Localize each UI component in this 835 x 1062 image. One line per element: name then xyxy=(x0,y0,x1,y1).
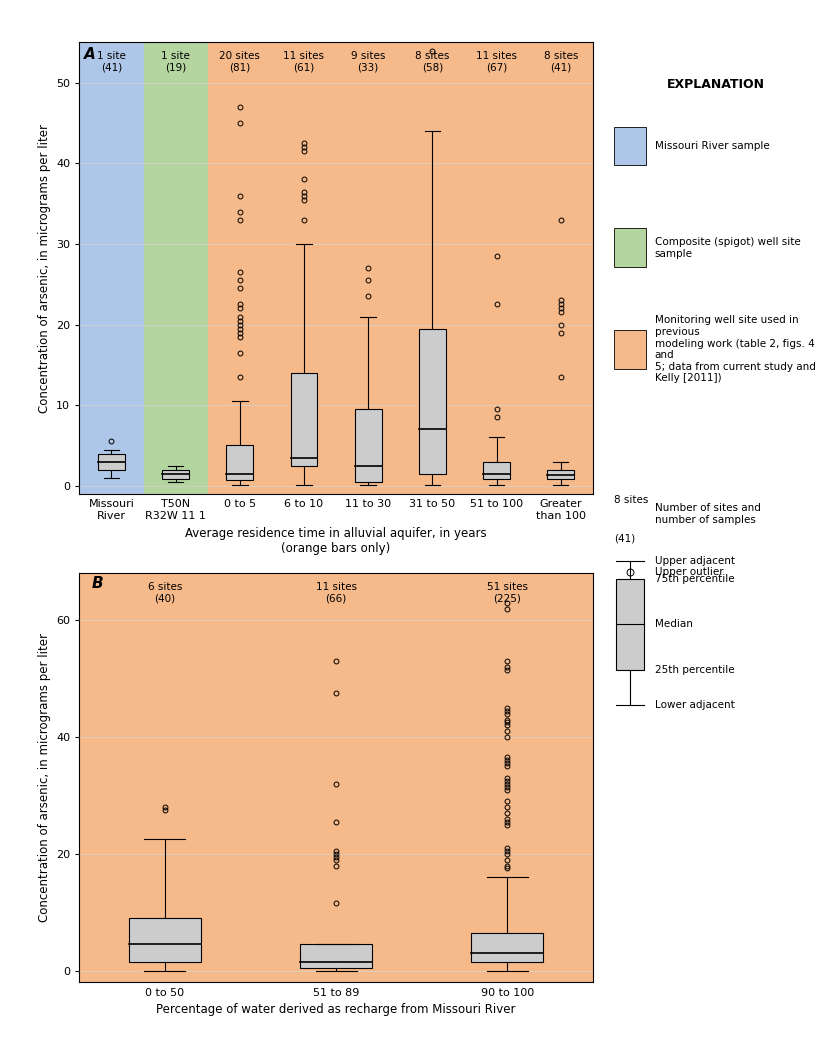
Bar xyxy=(336,42,400,494)
Text: 25th percentile: 25th percentile xyxy=(655,665,734,675)
Text: 11 sites
(61): 11 sites (61) xyxy=(284,51,325,72)
Text: Upper adjacent: Upper adjacent xyxy=(655,556,735,566)
Text: 8 sites: 8 sites xyxy=(614,495,648,504)
Bar xyxy=(208,42,272,494)
Bar xyxy=(422,573,593,982)
Text: 75th percentile: 75th percentile xyxy=(655,573,734,584)
X-axis label: Average residence time in alluvial aquifer, in years
(orange bars only): Average residence time in alluvial aquif… xyxy=(185,527,487,554)
FancyBboxPatch shape xyxy=(614,228,646,267)
Text: Monitoring well site used in previous
modeling work (table 2, figs. 4 and
5; dat: Monitoring well site used in previous mo… xyxy=(655,315,816,383)
Text: A: A xyxy=(84,47,95,62)
Text: Missouri River sample: Missouri River sample xyxy=(655,141,769,151)
Bar xyxy=(529,42,593,494)
Text: 8 sites
(41): 8 sites (41) xyxy=(544,51,578,72)
Bar xyxy=(129,918,201,962)
Bar xyxy=(419,328,446,474)
Text: 20 sites
(81): 20 sites (81) xyxy=(220,51,261,72)
Bar xyxy=(291,373,317,465)
FancyBboxPatch shape xyxy=(614,330,646,369)
Text: (41): (41) xyxy=(614,533,635,544)
Text: Upper outlier: Upper outlier xyxy=(655,567,723,577)
Text: EXPLANATION: EXPLANATION xyxy=(667,78,765,90)
Text: 9 sites
(33): 9 sites (33) xyxy=(351,51,386,72)
Text: 51 sites
(225): 51 sites (225) xyxy=(487,582,528,604)
Text: Median: Median xyxy=(655,619,692,630)
Bar xyxy=(226,445,253,480)
Bar xyxy=(79,573,250,982)
Bar xyxy=(272,42,336,494)
Text: B: B xyxy=(91,577,103,592)
Bar xyxy=(483,462,510,479)
Text: 1 site
(41): 1 site (41) xyxy=(97,51,126,72)
X-axis label: Percentage of water derived as recharge from Missouri River: Percentage of water derived as recharge … xyxy=(156,1004,516,1016)
Bar xyxy=(464,42,529,494)
Text: 11 sites
(66): 11 sites (66) xyxy=(316,582,357,604)
Text: 1 site
(19): 1 site (19) xyxy=(161,51,190,72)
FancyBboxPatch shape xyxy=(615,579,645,670)
Text: Number of sites and
number of samples: Number of sites and number of samples xyxy=(655,503,761,525)
Bar xyxy=(547,469,574,479)
Text: 6 sites
(40): 6 sites (40) xyxy=(148,582,182,604)
FancyBboxPatch shape xyxy=(614,126,646,166)
Bar xyxy=(79,42,144,494)
Bar xyxy=(355,409,382,482)
Text: Composite (spigot) well site sample: Composite (spigot) well site sample xyxy=(655,237,801,258)
Bar xyxy=(98,453,125,469)
Text: 8 sites
(58): 8 sites (58) xyxy=(415,51,449,72)
Text: Lower adjacent: Lower adjacent xyxy=(655,700,735,710)
Y-axis label: Concentration of arsenic, in micrograms per liter: Concentration of arsenic, in micrograms … xyxy=(38,123,51,413)
Bar xyxy=(250,573,422,982)
Text: 11 sites
(67): 11 sites (67) xyxy=(476,51,517,72)
Bar xyxy=(144,42,208,494)
Bar xyxy=(471,932,544,962)
Bar xyxy=(300,944,372,967)
Y-axis label: Concentration of arsenic, in micrograms per liter: Concentration of arsenic, in micrograms … xyxy=(38,633,51,923)
Bar xyxy=(400,42,464,494)
Bar xyxy=(162,469,189,479)
